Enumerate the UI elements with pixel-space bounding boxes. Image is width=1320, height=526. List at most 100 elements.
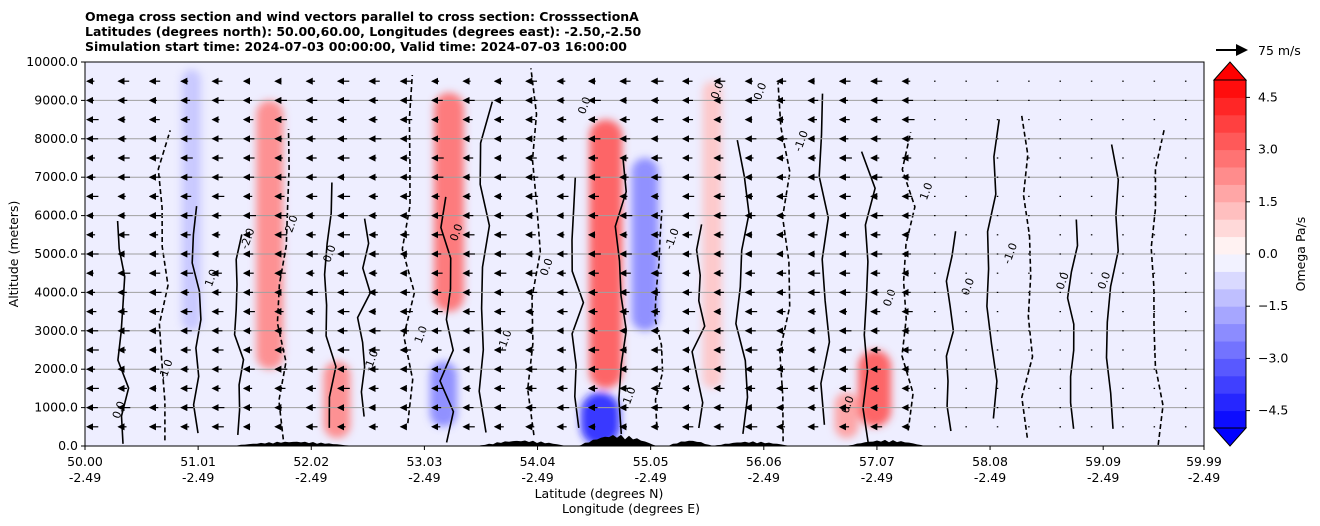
chart-title-line-3: Simulation start time: 2024-07-03 00:00:…: [85, 39, 627, 54]
colorbar-label: Omega Pa/s: [1293, 217, 1308, 292]
quiver-key-label: 75 m/s: [1258, 43, 1301, 58]
y-tick-label-0: 0.0: [58, 438, 78, 453]
contour-label-10: 0.0: [537, 257, 555, 278]
colorbar-segment-16: [1214, 132, 1246, 151]
x-tick-lat-label-2: 52.02: [293, 454, 329, 469]
colorbar-segment-4: [1214, 341, 1246, 359]
y-tick-label-10: 10000.0: [26, 54, 78, 69]
x-axis-label-latitude: Latitude (degrees N): [535, 486, 664, 501]
contour-line-1: [157, 130, 171, 441]
x-tick-lat-label-3: 53.03: [406, 454, 442, 469]
contour-line-9: [478, 101, 494, 433]
contour-label-19: 1.0: [917, 181, 935, 202]
x-tick-lon-label-5: -2.49: [634, 470, 666, 485]
x-axis-label-longitude: Longitude (degrees E): [562, 501, 700, 516]
colorbar-segment-12: [1214, 201, 1246, 220]
x-tick-lon-label-1: -2.49: [182, 470, 214, 485]
colorbar-segment-14: [1214, 167, 1246, 185]
contour-label-7: 1.0: [412, 324, 430, 345]
x-tick-lat-label-10: 59.99: [1186, 454, 1222, 469]
omega-feature-1: [434, 92, 465, 312]
y-axis-label: Altitude (meters): [6, 201, 21, 308]
colorbar-extend-max: [1212, 61, 1248, 81]
colorbar-segment-0: [1214, 410, 1246, 429]
colorbar: 4.5 3.0 1.5 0.0 −1.5 −3.0 −4.5 Omega Pa/s: [1212, 61, 1308, 447]
y-tick-label-5: 5000.0: [34, 246, 78, 261]
contour-line-13: [654, 209, 664, 427]
contour-line-7: [401, 74, 416, 424]
colorbar-tick-label-4: −1.5: [1258, 298, 1288, 313]
colorbar-segment-8: [1214, 271, 1246, 290]
x-tick-lat-label-4: 54.04: [520, 454, 556, 469]
x-tick-lat-label-6: 56.06: [746, 454, 782, 469]
colorbar-segment-13: [1214, 184, 1246, 203]
colorbar-segment-9: [1214, 254, 1246, 272]
y-tick-label-4: 4000.0: [34, 284, 78, 299]
x-tick-lat-label-5: 55.05: [633, 454, 669, 469]
x-tick-lon-label-4: -2.49: [521, 470, 553, 485]
contour-label-14: 0.0: [708, 80, 726, 101]
colorbar-tick-label-6: −4.5: [1258, 403, 1288, 418]
y-tick-label-2: 2000.0: [34, 361, 78, 376]
contour-line-3: [233, 234, 245, 435]
colorbar-tick-label-3: 0.0: [1258, 246, 1278, 261]
y-tick-label-3: 3000.0: [34, 323, 78, 338]
chart-title-line-2: Latitudes (degrees north): 50.00,60.00, …: [85, 24, 642, 39]
contour-line-22: [1020, 114, 1034, 438]
y-tick-label-9: 9000.0: [34, 92, 78, 107]
contour-line-8: [439, 196, 455, 443]
contour-line-14: [691, 224, 706, 429]
x-tick-lon-label-3: -2.49: [408, 470, 440, 485]
y-tick-label-8: 8000.0: [34, 131, 78, 146]
x-tick-lon-label-9: -2.49: [1087, 470, 1119, 485]
colorbar-tick-label-5: −3.0: [1258, 350, 1288, 365]
x-tick-lon-label-8: -2.49: [974, 470, 1006, 485]
contour-label-15: 0.0: [751, 81, 769, 102]
contour-line-2: [191, 206, 202, 434]
x-tick-lat-label-7: 57.07: [859, 454, 895, 469]
omega-feature-3: [631, 158, 659, 331]
contour-line-25: [1150, 129, 1165, 445]
colorbar-segment-7: [1214, 288, 1246, 307]
contour-label-22: 0.0: [1054, 270, 1072, 291]
contour-line-5: [323, 182, 337, 428]
x-tick-lat-label-9: 59.09: [1085, 454, 1121, 469]
colorbar-segment-17: [1214, 114, 1246, 133]
colorbar-segment-2: [1214, 375, 1246, 394]
x-tick-lon-label-2: -2.49: [295, 470, 327, 485]
x-tick-lon-label-6: -2.49: [748, 470, 780, 485]
colorbar-tick-label-1: 3.0: [1258, 142, 1278, 157]
colorbar-segment-6: [1214, 306, 1246, 325]
colorbar-segment-5: [1214, 323, 1246, 342]
x-tick-lat-label-0: 50.00: [67, 454, 103, 469]
y-tick-label-1: 1000.0: [34, 400, 78, 415]
contour-label-23: 0.0: [1095, 270, 1113, 291]
contour-line-10: [526, 68, 542, 436]
contour-line-21: [986, 119, 1000, 419]
contour-line-18: [860, 151, 876, 446]
contour-line-6: [356, 218, 372, 417]
contour-label-4: 2.0: [283, 213, 301, 234]
omega-feature-7: [323, 361, 351, 439]
y-tick-label-6: 6000.0: [34, 208, 78, 223]
contour-line-19: [901, 132, 916, 431]
colorbar-segment-18: [1214, 97, 1246, 116]
plot-area: 0.0-1.01.0-2.02.00.0-1.01.00.0-1.00.00.0…: [85, 62, 1204, 446]
omega-feature-9: [181, 69, 202, 331]
y-tick-label-7: 7000.0: [34, 169, 78, 184]
terrain-silhouette: [85, 434, 1204, 446]
x-tick-lat-label-8: 58.08: [972, 454, 1008, 469]
contour-line-16: [777, 82, 791, 442]
colorbar-extend-min: [1212, 427, 1248, 447]
colorbar-segment-3: [1214, 358, 1246, 377]
contour-label-20: 0.0: [959, 276, 977, 297]
colorbar-segment-15: [1214, 149, 1246, 168]
x-tick-lat-label-1: 51.01: [180, 454, 216, 469]
omega-feature-0: [256, 100, 284, 370]
colorbar-segment-19: [1214, 80, 1246, 98]
contour-line-11: [571, 177, 585, 429]
colorbar-segment-10: [1214, 236, 1246, 255]
x-tick-lon-label-10: -2.49: [1188, 470, 1220, 485]
contour-line-24: [1105, 144, 1120, 429]
